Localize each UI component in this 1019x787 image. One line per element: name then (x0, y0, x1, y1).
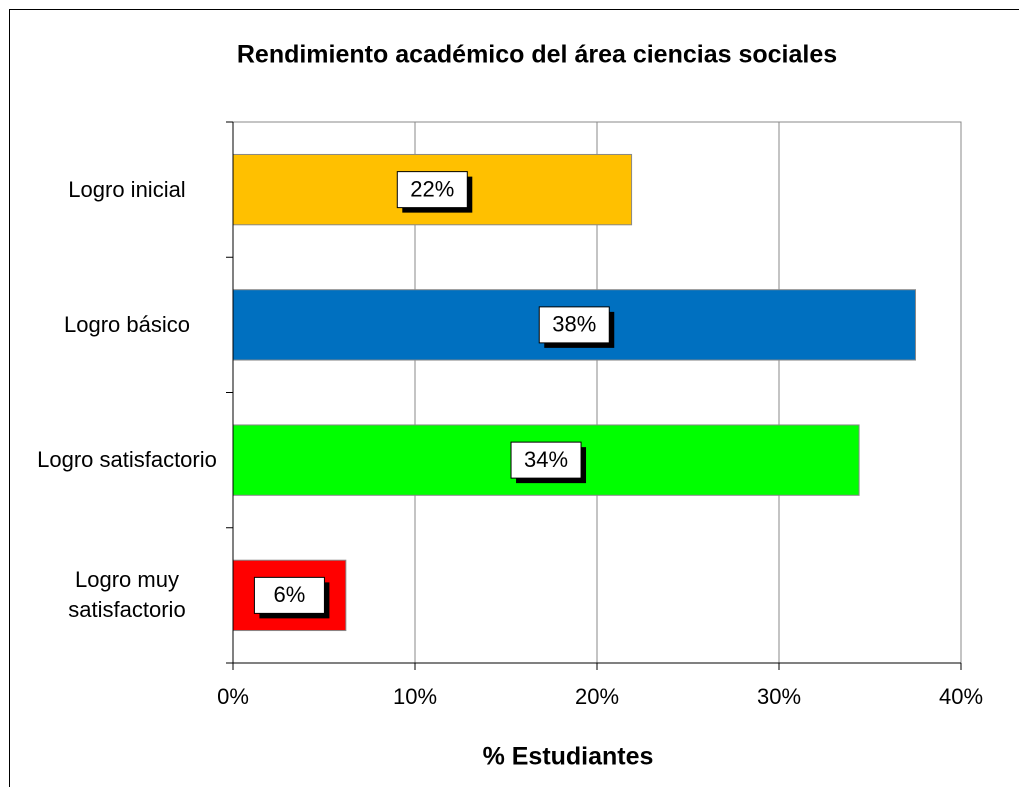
data-label: 38% (552, 312, 596, 337)
data-label: 6% (274, 582, 306, 607)
y-tick-label: Logro muy satisfactorio (68, 567, 186, 623)
y-tick-label: Logro básico (64, 311, 190, 337)
x-axis-label: % Estudiantes (483, 743, 654, 771)
data-label-box (538, 306, 610, 344)
data-label-box (510, 441, 582, 479)
x-tick-label: 30% (757, 684, 801, 709)
data-label-box (253, 576, 325, 614)
y-tick-label: Logro satisfactorio (37, 447, 217, 473)
x-tick-label: 10% (393, 684, 437, 709)
data-label: 22% (410, 176, 454, 201)
x-tick-label: 0% (217, 684, 249, 709)
y-tick-label: Logro inicial (68, 176, 186, 202)
data-label-box (396, 171, 468, 209)
chart-title: Rendimiento académico del área ciencias … (237, 41, 837, 69)
x-tick-label: 20% (575, 684, 619, 709)
x-tick-label: 40% (939, 684, 983, 709)
data-label: 34% (524, 447, 568, 472)
chart-border (9, 9, 1019, 787)
